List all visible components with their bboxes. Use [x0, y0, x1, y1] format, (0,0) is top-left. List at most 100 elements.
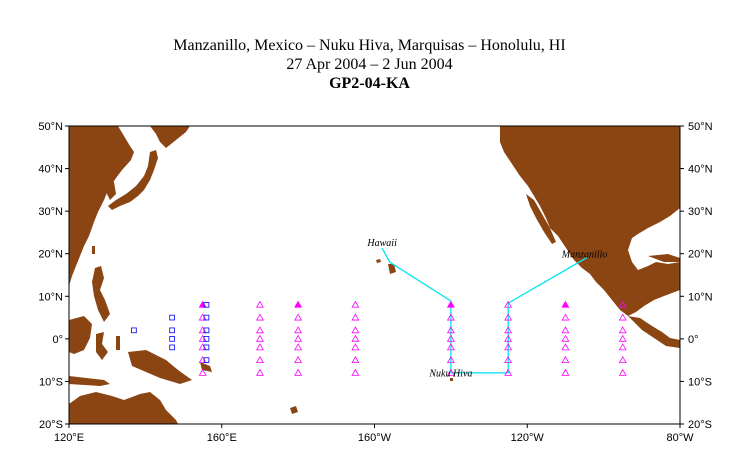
buoy-marker — [618, 300, 627, 308]
lat-label-left: 20°S — [39, 419, 63, 431]
land-philippines — [92, 266, 110, 322]
cruise-id: GP2-04-KA — [329, 75, 410, 92]
square-marker — [169, 314, 175, 321]
square-marker — [203, 314, 210, 321]
square-marker — [203, 336, 210, 342]
land-kamchatka — [150, 126, 190, 148]
land-hawaii — [388, 264, 396, 274]
land-korea — [106, 180, 116, 200]
buoy-marker — [255, 356, 264, 364]
lat-label-right: 50°N — [688, 121, 713, 133]
lat-label-left: 50°N — [38, 121, 63, 133]
buoy-marker — [294, 356, 303, 364]
land-moluccas — [116, 336, 120, 350]
lat-label-left: 40°N — [38, 164, 63, 176]
buoy-marker — [446, 326, 455, 334]
land-marquesas — [450, 378, 453, 381]
place-label: Hawaii — [366, 238, 397, 249]
lon-label: 80°W — [666, 432, 694, 444]
buoy-marker — [351, 326, 360, 334]
square-marker — [203, 301, 210, 308]
lon-label: 160°E — [207, 432, 237, 444]
buoy-marker — [504, 300, 513, 308]
buoy-marker — [255, 326, 264, 334]
lon-label: 160°W — [358, 432, 392, 444]
lon-label: 120°E — [54, 432, 84, 444]
buoy-marker — [255, 343, 264, 351]
buoy-marker — [351, 356, 360, 364]
route-title: Manzanillo, Mexico – Nuku Hiva, Marquisa… — [173, 37, 566, 54]
land-north-america — [500, 126, 680, 316]
lat-label-left: 30°N — [38, 206, 63, 218]
buoy-marker — [618, 313, 627, 321]
buoy-marker-filled — [561, 300, 570, 308]
square-marker — [169, 327, 175, 334]
buoy-marker — [504, 334, 513, 342]
buoy-marker — [351, 343, 360, 351]
land-australia — [69, 392, 178, 424]
land-baja-california — [526, 194, 556, 244]
buoy-marker — [351, 368, 360, 376]
land-japan — [108, 150, 158, 210]
land-borneo — [69, 316, 92, 354]
land-taiwan — [92, 246, 95, 254]
buoy-marker — [504, 326, 513, 334]
lat-label-right: 40°N — [688, 164, 713, 176]
buoy-marker — [294, 313, 303, 321]
lat-label-left: 20°N — [38, 249, 63, 261]
buoy-marker — [504, 356, 513, 364]
buoy-marker — [561, 343, 570, 351]
square-marker — [169, 336, 175, 342]
lat-label-right: 20°S — [688, 419, 712, 431]
lat-label-left: 10°N — [38, 291, 63, 303]
date-range: 27 Apr 2004 – 2 Jun 2004 — [286, 56, 453, 73]
buoy-marker — [255, 300, 264, 308]
buoy-marker — [294, 368, 303, 376]
place-label: Nuku Hiva — [428, 369, 472, 380]
buoy-marker — [198, 368, 207, 376]
buoy-marker — [294, 326, 303, 334]
land-hawaii-small — [376, 259, 381, 263]
land-java — [69, 376, 110, 386]
place-label: Manzanillo — [561, 250, 608, 261]
buoy-marker — [294, 343, 303, 351]
square-marker — [203, 327, 210, 334]
buoy-marker — [504, 343, 513, 351]
buoy-marker — [446, 334, 455, 342]
buoy-marker — [504, 368, 513, 376]
buoy-marker — [504, 313, 513, 321]
buoy-marker — [446, 356, 455, 364]
buoy-marker — [446, 313, 455, 321]
lat-label-right: 20°N — [688, 249, 713, 261]
lat-label-right: 0° — [688, 334, 699, 346]
buoy-marker — [561, 326, 570, 334]
square-marker — [203, 357, 210, 363]
square-marker — [169, 344, 175, 351]
buoy-marker-filled — [294, 300, 303, 308]
buoy-markers — [131, 300, 627, 376]
buoy-marker — [618, 334, 627, 342]
map-frame: 50°N 50°N 40°N 40°N 30°N 30°N 20°N 20°N 10°N 10°N… — [38, 121, 712, 444]
buoy-marker — [618, 343, 627, 351]
square-marker — [203, 344, 210, 351]
buoy-marker — [446, 368, 455, 376]
buoy-marker — [351, 313, 360, 321]
buoy-marker — [561, 356, 570, 364]
cruise-track-line — [381, 247, 588, 374]
land-sulawesi — [96, 332, 108, 360]
buoy-marker — [561, 368, 570, 376]
buoy-marker — [351, 300, 360, 308]
land-east-asia — [69, 126, 134, 286]
buoy-marker — [618, 356, 627, 364]
place-labels: Hawaii Manzanillo Nuku Hiva — [366, 238, 607, 380]
buoy-marker — [561, 334, 570, 342]
map-title-block: Manzanillo, Mexico – Nuku Hiva, Marquisa… — [0, 36, 739, 93]
lat-label-right: 30°N — [688, 206, 713, 218]
buoy-marker — [446, 343, 455, 351]
land-new-guinea — [128, 350, 192, 384]
land-cuba — [648, 254, 680, 262]
lat-label-left: 10°S — [39, 376, 63, 388]
lat-label-left: 0° — [52, 334, 63, 346]
landmasses — [69, 126, 680, 424]
